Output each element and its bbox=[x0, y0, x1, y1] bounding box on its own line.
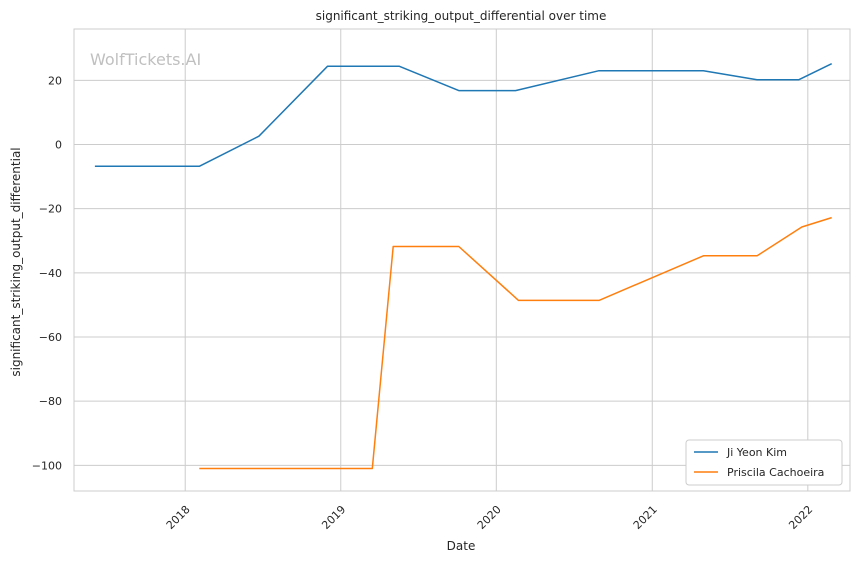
y-tick-label--80: −80 bbox=[39, 395, 62, 408]
series-line-1 bbox=[199, 216, 832, 470]
series-line-0 bbox=[94, 63, 833, 168]
series-lines bbox=[94, 63, 833, 470]
y-tick-label-0: 0 bbox=[55, 139, 62, 152]
grid-lines bbox=[74, 29, 850, 491]
y-axis-ticks: 20 0 −20 −40 −60 −80 −100 bbox=[32, 74, 62, 472]
y-tick-label--20: −20 bbox=[39, 203, 62, 216]
y-tick-label--60: −60 bbox=[39, 331, 62, 344]
legend-box bbox=[685, 439, 843, 486]
legend-label-priscila-cachoeira: Priscila Cachoeira bbox=[727, 466, 824, 479]
y-tick-label--100: −100 bbox=[32, 459, 62, 472]
y-axis-title: significant_striking_output_differential bbox=[9, 147, 23, 376]
chart-title: significant_striking_output_differential… bbox=[316, 9, 607, 23]
x-axis-title: Date bbox=[447, 539, 476, 553]
legend: Ji Yeon Kim Priscila Cachoeira bbox=[685, 439, 843, 486]
y-tick-label-20: 20 bbox=[48, 74, 62, 87]
legend-label-ji-yeon-kim: Ji Yeon Kim bbox=[726, 446, 787, 459]
watermark-text: WolfTickets.AI bbox=[90, 50, 201, 69]
plot-area-frame bbox=[73, 28, 851, 492]
y-tick-label--40: −40 bbox=[39, 267, 62, 280]
